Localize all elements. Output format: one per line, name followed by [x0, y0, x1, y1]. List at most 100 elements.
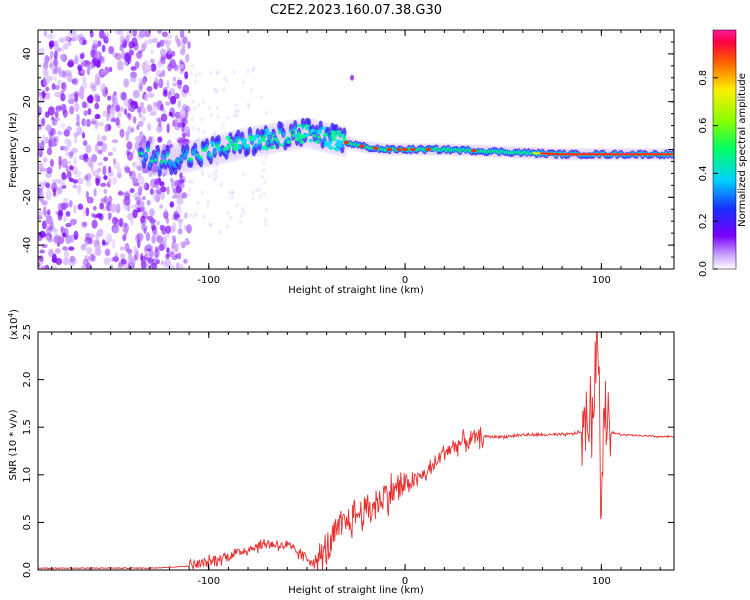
noise-speckle — [188, 92, 192, 97]
noise-speckle — [63, 42, 69, 50]
noise-speckle — [168, 88, 176, 96]
noise-speckle — [251, 68, 255, 73]
noise-speckle — [143, 228, 147, 234]
noise-speckle — [230, 195, 234, 200]
noise-speckle — [157, 136, 163, 143]
noise-speckle — [251, 196, 255, 201]
noise-speckle — [234, 153, 238, 158]
noise-speckle — [104, 248, 111, 257]
band-blob — [331, 134, 337, 138]
snr-x-tick-label: -100 — [197, 576, 220, 587]
noise-speckle — [171, 179, 175, 190]
noise-speckle — [46, 167, 53, 174]
colorbar-tick-label: 0.6 — [698, 118, 709, 134]
noise-speckle — [71, 218, 75, 226]
noise-speckle — [72, 184, 78, 189]
noise-speckle — [62, 109, 68, 118]
noise-speckle — [82, 221, 88, 227]
noise-speckle — [42, 67, 49, 78]
spectrogram-x-ticks: -100 0 100 — [51, 30, 661, 286]
noise-speckle — [136, 200, 141, 206]
spectrogram-x-axis-label: Height of straight line (km) — [288, 285, 424, 296]
noise-speckle — [181, 192, 188, 199]
noise-speckle — [126, 248, 133, 254]
noise-speckle — [156, 30, 163, 34]
noise-speckle — [51, 116, 55, 121]
noise-speckle — [68, 30, 75, 37]
noise-speckle — [49, 63, 53, 68]
noise-speckle — [65, 69, 72, 77]
noise-speckle — [96, 95, 101, 103]
noise-speckle — [92, 205, 97, 211]
noise-speckle — [127, 125, 131, 135]
noise-speckle — [41, 220, 47, 230]
band-core — [203, 149, 207, 152]
band-peak — [343, 140, 349, 144]
noise-speckle — [184, 109, 189, 119]
noise-speckle — [73, 30, 77, 37]
noise-speckle — [148, 208, 155, 217]
spectrogram-heatmap — [38, 30, 674, 269]
noise-speckle — [164, 258, 171, 268]
noise-speckle — [42, 206, 47, 216]
noise-speckle — [54, 234, 62, 242]
noise-speckle — [113, 91, 117, 97]
noise-speckle — [103, 175, 108, 180]
noise-speckle — [147, 92, 155, 99]
noise-speckle — [132, 116, 137, 124]
noise-speckle — [172, 187, 178, 194]
noise-speckle — [93, 188, 97, 197]
noise-speckle — [172, 222, 177, 233]
noise-speckle — [89, 236, 93, 245]
band-peak — [410, 147, 416, 152]
noise-speckle — [137, 207, 141, 213]
noise-speckle — [50, 265, 58, 269]
noise-speckle — [82, 140, 88, 146]
noise-speckle — [260, 174, 264, 179]
noise-speckle — [264, 222, 268, 227]
noise-speckle — [169, 201, 175, 208]
noise-speckle — [85, 207, 90, 217]
colorbar-gradient — [712, 29, 737, 270]
noise-speckle — [183, 138, 190, 145]
noise-speckle — [194, 73, 198, 78]
noise-speckle — [181, 132, 187, 138]
noise-speckle — [101, 196, 109, 204]
noise-speckle — [91, 43, 99, 50]
noise-speckle — [88, 94, 94, 104]
noise-speckle — [136, 51, 143, 59]
noise-speckle — [165, 39, 170, 49]
noise-speckle — [74, 136, 78, 144]
band-core — [199, 155, 203, 159]
noise-speckle — [241, 206, 245, 211]
noise-speckle — [97, 228, 104, 237]
band-core — [230, 142, 234, 146]
noise-speckle — [82, 206, 86, 217]
noise-speckle — [79, 39, 83, 45]
band-blob — [278, 143, 284, 147]
noise-speckle — [85, 172, 92, 182]
band-blob — [233, 147, 239, 152]
noise-speckle — [87, 257, 91, 267]
noise-speckle — [214, 89, 218, 94]
band-blob — [297, 123, 303, 128]
noise-speckle — [127, 112, 132, 121]
noise-speckle — [150, 178, 157, 188]
noise-speckle — [97, 40, 102, 47]
noise-speckle — [176, 38, 181, 48]
noise-speckle — [183, 258, 188, 264]
noise-speckle — [149, 218, 156, 224]
noise-speckle — [85, 178, 92, 187]
noise-speckle — [38, 255, 44, 262]
noise-speckle — [215, 71, 219, 76]
band-blob — [244, 144, 250, 149]
noise-speckle — [101, 142, 108, 152]
noise-speckle — [106, 111, 110, 122]
noise-speckle — [177, 228, 183, 235]
noise-speckle — [174, 118, 180, 124]
noise-speckle — [198, 72, 202, 77]
noise-speckle — [177, 100, 182, 109]
noise-speckle — [181, 104, 188, 112]
noise-speckle — [160, 103, 164, 112]
band-core — [267, 135, 272, 141]
